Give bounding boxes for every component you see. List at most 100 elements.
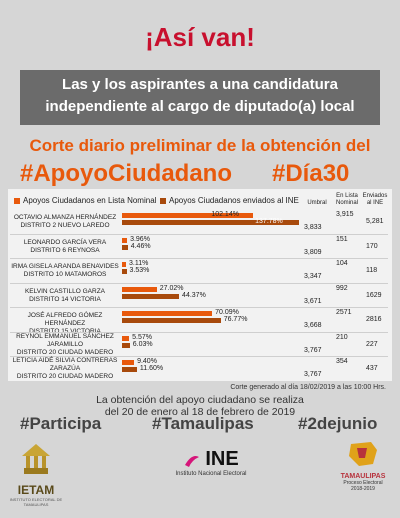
period-info-line-2: del 20 de enero al 18 de febrero de 2019 [104,406,296,418]
enviados-value: 437 [366,365,378,372]
tag-2dejunio: #2dejunio [298,414,378,433]
label-enviados: 76.77% [223,316,248,323]
bar-lista [122,360,135,365]
row-label-line: DISTRITO 14 VICTORIA [29,295,101,303]
bar-lista [122,311,213,316]
umbral-value: 3,767 [304,346,322,354]
label-lista: 27.02% [159,284,184,292]
umbral-value: 3,767 [304,371,322,378]
subtitle-line-2: independiente al cargo de diputado(a) lo… [45,98,355,115]
ietam-name: IETAM [17,483,55,497]
en-lista-value: 3,915 [336,211,354,218]
legend-lista: Apoyos Ciudadanos en Lista Nominal [14,196,156,205]
row-label-line: OCTAVIO ALMANZA HERNÁNDEZ [13,214,117,221]
row-label-line: KELVIN CASTILLO GARZA [24,287,106,295]
umbral-value: 3,347 [304,273,322,280]
row-label-line: DISTRITO 10 MATAMOROS [23,271,107,278]
label-enviados: 3.53% [129,267,150,274]
row-label: KELVIN CASTILLO GARZA DISTRITO 14 VICTORI… [10,288,120,304]
enviados-value: 118 [366,267,378,274]
label-lista: 5.57% [132,333,153,341]
enviados-value: 2816 [366,316,382,323]
bar-lista [122,262,126,267]
row-label-line: JARAMILLO [46,340,84,348]
en-lista-value: 2571 [336,309,352,316]
row-divider [10,233,388,235]
row-divider [10,356,388,357]
bar-enviados [122,367,137,372]
legend-label-lista: Apoyos Ciudadanos en Lista Nominal [23,196,157,205]
ietam-emblem-icon [22,444,50,474]
bar-enviados [122,342,130,348]
row-label-line: REYNOL EMMANUEL SÁNCHEZ [16,332,114,340]
label-lista: 9.40% [137,358,157,365]
ine-name: INE [205,448,239,470]
en-lista-value: 354 [336,358,348,365]
tag-participa: #Participa [20,414,102,433]
label-enviados: 137.78% [255,218,283,225]
row-label-line: DISTRITO 2 NUEVO LAREDO [20,222,110,229]
bar-enviados [122,269,127,274]
row-label-line: LETICIA AIDÉ SILVIA CONTRERAS [12,357,118,364]
row-label-line: ZARAZÚA [49,365,81,372]
label-enviados: 6.03% [132,340,153,348]
label-lista: 70.09% [215,309,239,316]
hashtag-dia: #Día30 [272,160,350,187]
row-label-line: IRMA GISELA ARANDA BENAVIDES [11,263,119,270]
row-label: OCTAVIO ALMANZA HERNÁNDEZ DISTRITO 2 NUEV… [10,214,120,230]
subtitle-line-1: Las y los aspirantes a una candidatura [62,76,338,93]
row-label-line: DISTRITO 20 CIUDAD MADERO [16,373,114,380]
label-lista: 3.11% [128,260,149,267]
bar-enviados [122,244,128,250]
ine-emblem-icon [185,455,200,467]
ine-subtitle: Instituto Nacional Electoral [175,471,247,477]
row-label-line: LEONARDO GARCÍA VERA [23,238,107,246]
legend-swatch-enviados [160,197,166,204]
label-lista: 3.96% [130,235,150,243]
row-divider [10,331,388,333]
enviados-value: 1629 [366,291,382,299]
umbral-value: 3,809 [304,248,322,256]
legend-swatch-lista [14,197,20,204]
enviados-value: 5,281 [366,218,384,225]
corte-heading: Corte diario preliminar de la obtención … [29,136,371,155]
tamaulipas-name: TAMAULIPAS [340,473,386,480]
bar-enviados [122,293,180,299]
en-lista-value: 992 [336,284,348,292]
corte-note: Corte generado al día 18/02/2019 a las 1… [230,384,386,391]
row-label-line: DISTRITO 6 REYNOSA [30,246,100,254]
ietam-logo: IETAM INSTITUTO ELECTORAL DE TAMAULIPAS [4,440,68,507]
period-info: La obtención del apoyo ciudadano se real… [0,394,400,418]
page-title: ¡Así van! [145,22,255,52]
bar-lista [122,286,157,292]
row-label: REYNOL EMMANUEL SÁNCHEZ JARAMILLO DISTRITO… [10,333,120,357]
umbral-value: 3,668 [304,322,322,329]
row-divider [10,307,388,308]
tamaulipas-subtitle-1: Proceso Electoral [343,480,383,486]
bar-enviados [122,318,221,323]
tamaulipas-map-icon [349,442,377,466]
bar-lista [122,237,128,243]
umbral-value: 3,671 [304,297,322,305]
row-label: IRMA GISELA ARANDA BENAVIDES DISTRITO 10 … [10,263,120,279]
row-label: LETICIA AIDÉ SILVIA CONTRERAS ZARAZÚA DIST… [10,357,120,381]
label-enviados: 44.37% [182,291,206,299]
bar-lista [122,335,130,341]
ine-logo: INE Instituto Nacional Electoral [168,448,254,477]
row-label-line: JOSÉ ALFREDO GÓMEZ HERNÁNDEZ [27,312,103,327]
ietam-subtitle: INSTITUTO ELECTORAL DE TAMAULIPAS [9,497,63,507]
row-label-line: DISTRITO 20 CIUDAD MADERO [16,348,114,356]
enviados-value: 170 [366,242,378,250]
tag-tamaulipas: #Tamaulipas [152,414,254,433]
bar-lista [122,213,254,218]
label-enviados: 11.60% [139,365,164,372]
row-divider [10,282,388,284]
tamaulipas-subtitle-2: 2018-2019 [351,486,375,492]
en-lista-value: 104 [336,260,348,267]
umbral-value: 3,833 [304,224,322,231]
tamaulipas-logo: TAMAULIPAS Proceso Electoral 2018-2019 [330,440,396,492]
label-lista: 102.14% [211,211,239,218]
subtitle-banner: Las y los aspirantes a una candidatura i… [20,70,380,125]
legend-label-enviados: Apoyos Ciudadanos enviados al INE [169,196,299,205]
